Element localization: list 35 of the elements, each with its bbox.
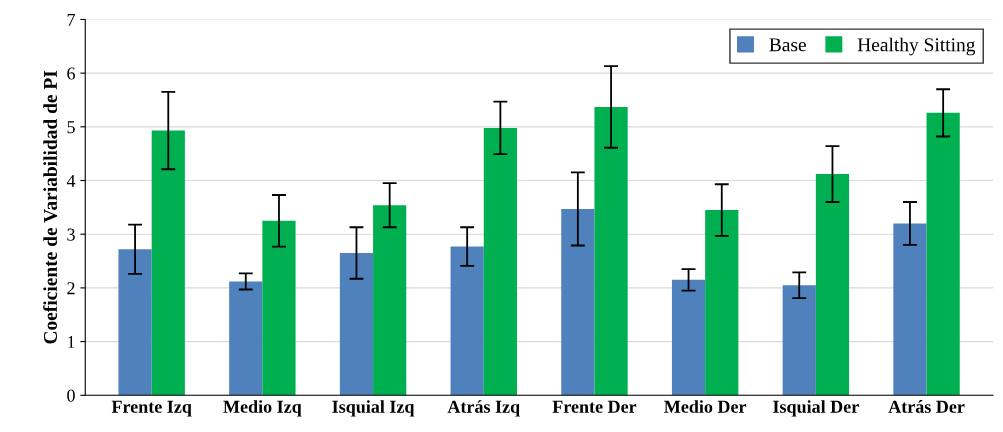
y-tick-label: 2 xyxy=(67,282,75,295)
y-axis-title: Coeficiente de Variabilidad de PI xyxy=(43,70,58,344)
bar xyxy=(151,130,185,396)
bar xyxy=(229,281,263,396)
y-tick-label: 0 xyxy=(67,389,75,402)
bar xyxy=(782,285,816,396)
x-tick-label: Medio Izq xyxy=(223,400,302,417)
y-tick-label: 5 xyxy=(67,121,75,134)
y-tick-label: 4 xyxy=(66,174,76,187)
y-tick-label: 6 xyxy=(67,67,75,80)
x-tick-label: Isquial Izq xyxy=(332,400,415,417)
bar xyxy=(815,174,850,396)
x-tick-label: Frente Izq xyxy=(111,400,192,417)
bar xyxy=(561,208,595,396)
bar xyxy=(926,112,960,396)
bar xyxy=(671,279,706,396)
x-tick-label: Atrás Izq xyxy=(447,400,520,417)
bar xyxy=(893,223,927,396)
x-tick-label: Medio Der xyxy=(664,400,747,413)
x-tick-label: Isquial Der xyxy=(773,400,859,417)
bar xyxy=(373,205,407,396)
bar xyxy=(118,249,152,396)
y-tick-label: 1 xyxy=(68,335,75,348)
bar xyxy=(339,253,374,396)
bar xyxy=(262,220,296,396)
x-tick-label: Frente Der xyxy=(552,400,637,413)
legend-label: Healthy Sitting xyxy=(857,37,976,56)
bar xyxy=(705,210,739,396)
bar xyxy=(450,246,484,396)
y-tick-label: 7 xyxy=(67,13,76,26)
bar xyxy=(483,127,517,396)
legend-label: Base xyxy=(769,38,806,52)
y-tick-label: 3 xyxy=(67,228,75,241)
x-tick-label: Atrás Der xyxy=(888,400,965,413)
bar xyxy=(594,106,628,396)
